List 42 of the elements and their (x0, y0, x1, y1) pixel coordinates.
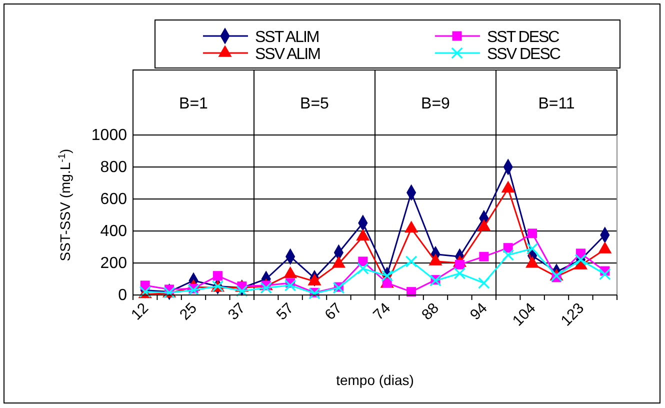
y-tick-label: 200 (100, 255, 128, 272)
text: B=1 (179, 96, 208, 112)
y-tick-label: 800 (100, 159, 128, 176)
point (236, 285, 248, 297)
point (502, 249, 514, 261)
y-tick-label: 1000 (91, 127, 128, 144)
x-tick-label: 104 (509, 300, 540, 330)
y-tick-label: 600 (100, 191, 128, 208)
x-axis-title: tempo (dias) (336, 372, 414, 388)
point (574, 254, 587, 266)
point (212, 271, 222, 281)
text: B=11 (538, 96, 575, 112)
point (188, 284, 200, 296)
point (478, 277, 490, 289)
text: B=5 (300, 96, 330, 112)
x-tick-label: 57 (273, 300, 298, 324)
text: B=9 (421, 96, 450, 112)
x-tick-label: 12 (128, 300, 152, 324)
point (284, 279, 296, 292)
point (526, 242, 538, 255)
point (406, 287, 416, 297)
point (381, 270, 394, 282)
x-tick-label: 88 (418, 300, 442, 324)
point (598, 268, 611, 280)
y-tick-label: 400 (100, 223, 128, 240)
point (479, 252, 489, 262)
x-tick-label: 74 (370, 300, 394, 324)
x-tick-label: 37 (224, 300, 249, 324)
legend-label: SST DESC (487, 29, 560, 46)
point (405, 255, 418, 268)
x-tick-label: 67 (322, 300, 346, 324)
x-tick-label: 25 (176, 300, 200, 324)
legend-label: SSV ALIM (255, 46, 321, 63)
point (356, 262, 369, 275)
point (454, 267, 466, 280)
point (260, 282, 272, 294)
point (528, 228, 538, 238)
x-tick-label: 94 (466, 300, 491, 324)
legend-label: SST ALIM (255, 29, 320, 46)
y-tick-label: 0 (118, 287, 128, 304)
legend-label: SSV DESC (487, 46, 560, 63)
x-tick-label: 123 (558, 300, 588, 330)
